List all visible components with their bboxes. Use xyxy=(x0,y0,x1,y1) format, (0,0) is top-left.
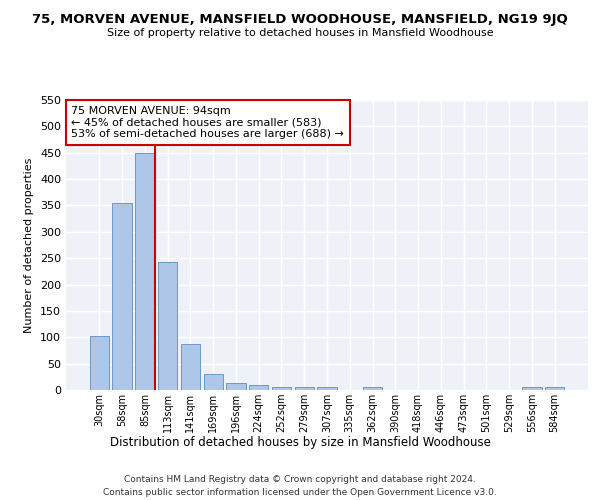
Bar xyxy=(135,154,155,390)
Bar xyxy=(522,388,542,390)
Bar xyxy=(112,203,132,390)
Text: Contains HM Land Registry data © Crown copyright and database right 2024.: Contains HM Land Registry data © Crown c… xyxy=(124,476,476,484)
Bar xyxy=(272,388,291,390)
Bar xyxy=(545,388,564,390)
Bar xyxy=(363,388,382,390)
Bar xyxy=(158,262,178,390)
Text: Distribution of detached houses by size in Mansfield Woodhouse: Distribution of detached houses by size … xyxy=(110,436,490,449)
Text: Size of property relative to detached houses in Mansfield Woodhouse: Size of property relative to detached ho… xyxy=(107,28,493,38)
Text: 75, MORVEN AVENUE, MANSFIELD WOODHOUSE, MANSFIELD, NG19 9JQ: 75, MORVEN AVENUE, MANSFIELD WOODHOUSE, … xyxy=(32,12,568,26)
Text: 75 MORVEN AVENUE: 94sqm
← 45% of detached houses are smaller (583)
53% of semi-d: 75 MORVEN AVENUE: 94sqm ← 45% of detache… xyxy=(71,106,344,139)
Bar xyxy=(249,386,268,390)
Bar xyxy=(317,388,337,390)
Bar xyxy=(181,344,200,390)
Bar xyxy=(203,374,223,390)
Text: Contains public sector information licensed under the Open Government Licence v3: Contains public sector information licen… xyxy=(103,488,497,497)
Bar xyxy=(226,383,245,390)
Bar xyxy=(295,388,314,390)
Y-axis label: Number of detached properties: Number of detached properties xyxy=(25,158,34,332)
Bar xyxy=(90,336,109,390)
